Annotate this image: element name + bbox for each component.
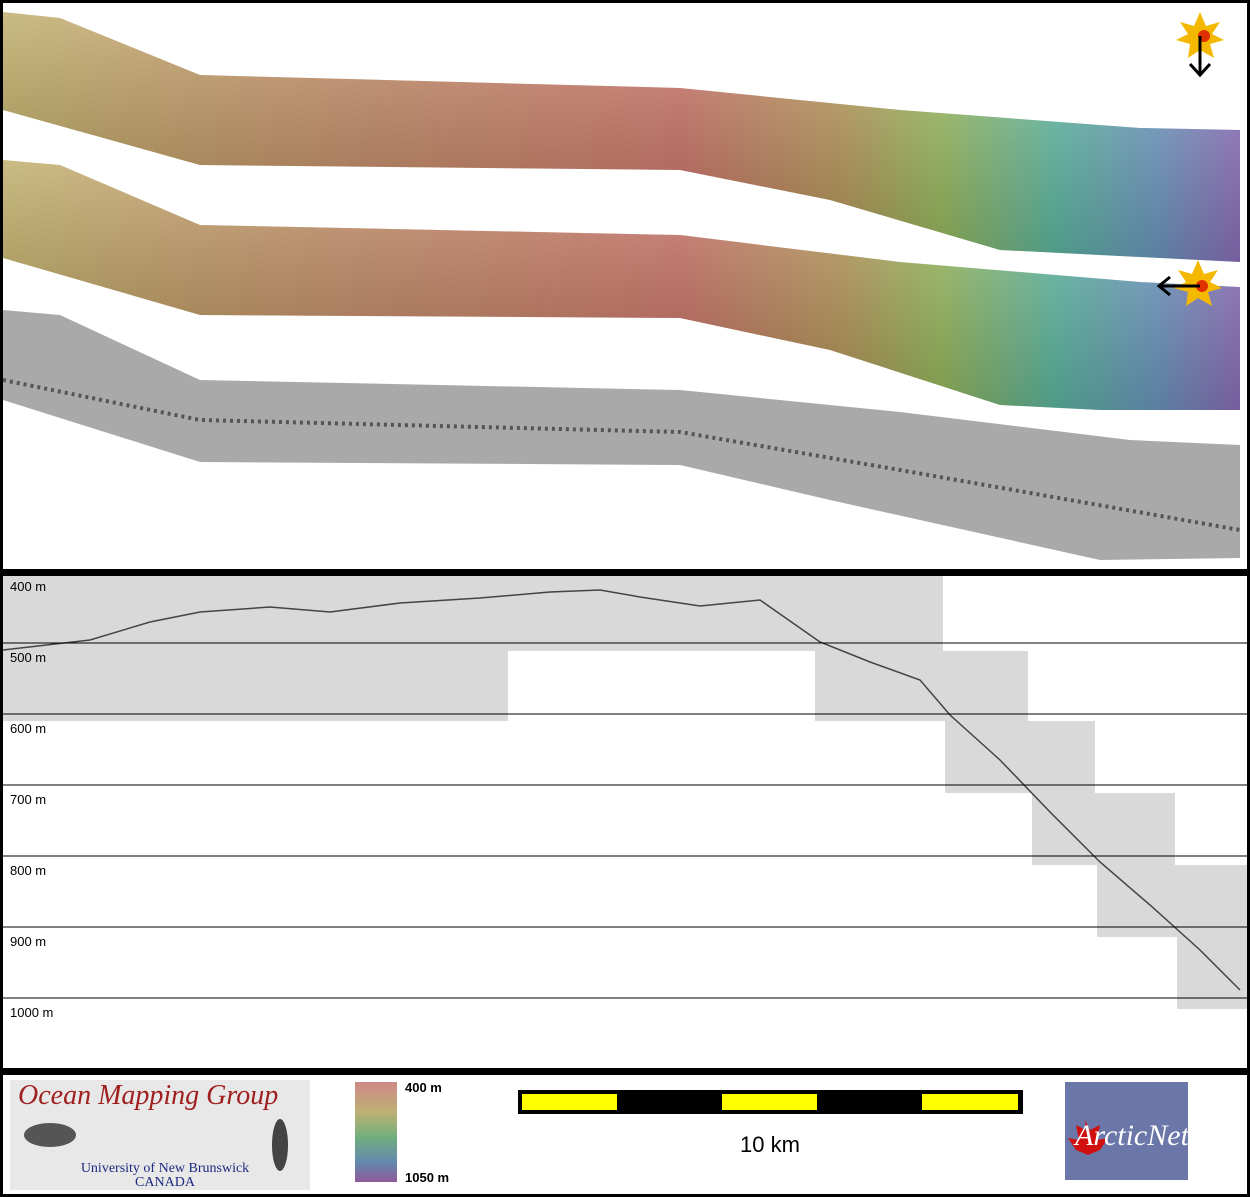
scale-label: 10 km [740, 1132, 800, 1157]
echogram-block [1177, 937, 1247, 1009]
echogram-block [1097, 865, 1247, 937]
maple-leaf [1068, 1120, 1108, 1155]
logo-vessel [24, 1123, 76, 1147]
depth-label: 400 m [10, 579, 46, 594]
depth-label: 500 m [10, 650, 46, 665]
arrowhead [1156, 275, 1171, 297]
backscatter-swath [3, 310, 1240, 560]
logo-title: Ocean Mapping Group [18, 1080, 278, 1111]
color-bar-label: 400 m [405, 1080, 442, 1095]
sun-core [1196, 280, 1208, 292]
color-bar-shade [355, 1082, 397, 1182]
echogram-block [945, 721, 1095, 793]
logo-title: ArcticNet [1073, 1119, 1190, 1152]
logo-line: CANADA [135, 1175, 196, 1190]
color-bar-label: 1050 m [405, 1170, 449, 1185]
depth-label: 900 m [10, 934, 46, 949]
scale-bar: 10 km [518, 1090, 1023, 1157]
seafloor-trace [2, 589, 1241, 991]
sun-icon-north [1176, 12, 1224, 78]
echogram-block [1032, 793, 1175, 865]
depth-label: 700 m [10, 792, 46, 807]
omg-logo: Ocean Mapping Group University of New Br… [10, 1080, 310, 1190]
nadir-track [2, 378, 1241, 532]
swath-shade [3, 160, 1240, 410]
scale-segment [722, 1094, 817, 1110]
arcticnet-logo: ArcticNet [1065, 1082, 1190, 1180]
scale-segment [922, 1094, 1018, 1110]
logo-vessel [272, 1119, 288, 1171]
sun-icon-west [1156, 260, 1222, 306]
echogram-block [3, 576, 508, 721]
depth-grid: 400 m 500 m 600 m 700 m 800 m 900 m 1000 m [3, 579, 1247, 1020]
echogram-block [508, 576, 943, 651]
scale-segment [522, 1094, 617, 1110]
logo-line: University of New Brunswick [81, 1161, 249, 1176]
echogram-block [815, 651, 1028, 721]
depth-label: 600 m [10, 721, 46, 736]
swath-shade [3, 12, 1240, 262]
depth-label: 1000 m [10, 1005, 53, 1020]
depth-label: 800 m [10, 863, 46, 878]
arrowhead [1188, 62, 1212, 78]
